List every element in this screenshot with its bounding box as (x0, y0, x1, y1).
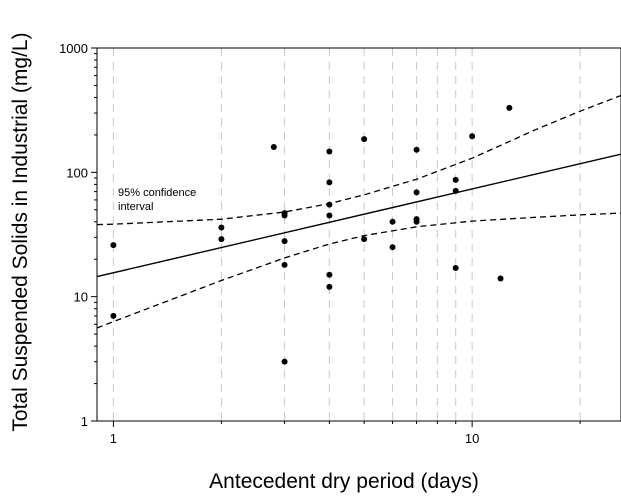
data-point (270, 143, 277, 150)
annotation-line-1: 95% confidence (118, 187, 196, 199)
ci-lower-line (96, 212, 621, 329)
annotation-line-2: interval (118, 201, 153, 213)
y-tick-label: 1 (81, 414, 88, 429)
data-point (326, 271, 333, 278)
y-tick-label: 100 (66, 165, 88, 180)
data-point (110, 312, 117, 319)
x-axis-title: Antecedent dry period (days) (209, 470, 479, 493)
data-point (326, 148, 333, 155)
regression-line-group (96, 153, 621, 278)
data-point (281, 238, 288, 245)
data-point (218, 236, 225, 243)
regression-line (96, 153, 621, 278)
ci-upper-line (96, 94, 621, 226)
y-axis-title: Total Suspended Solids in Industrial (mg… (9, 32, 32, 431)
data-point (389, 244, 396, 251)
data-point (361, 136, 368, 143)
x-tick-label: 10 (465, 431, 479, 446)
x-tick-label: 1 (110, 431, 117, 446)
data-point (469, 133, 476, 140)
data-point (110, 242, 117, 249)
data-point (281, 358, 288, 365)
data-point (452, 265, 459, 272)
y-tick-label: 10 (74, 290, 88, 305)
data-point (389, 218, 396, 225)
data-point (361, 236, 368, 243)
data-point (413, 189, 420, 196)
axis-ticks: 1 10 100 1000 1 10 (59, 41, 581, 446)
data-point (452, 176, 459, 183)
data-point (326, 179, 333, 186)
confidence-interval-lines (96, 94, 621, 329)
data-point (326, 283, 333, 290)
data-point (218, 224, 225, 231)
grid-lines (112, 48, 581, 421)
data-point (326, 212, 333, 219)
y-tick-label: 1000 (59, 41, 88, 56)
data-point (497, 275, 504, 282)
data-point (281, 212, 288, 219)
data-point (506, 104, 513, 111)
data-point (452, 187, 459, 194)
data-point (413, 146, 420, 153)
data-point (281, 261, 288, 268)
data-point (413, 218, 420, 225)
plot-frame (96, 47, 621, 422)
data-point (326, 201, 333, 208)
data-points (110, 104, 513, 365)
